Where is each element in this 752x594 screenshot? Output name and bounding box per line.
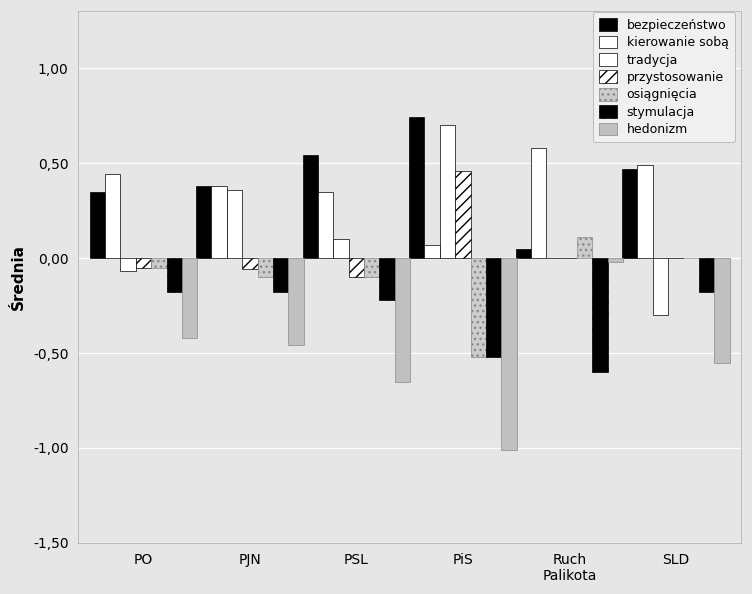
Bar: [516, 248, 531, 258]
Bar: [486, 258, 502, 357]
Bar: [105, 175, 120, 258]
Bar: [471, 258, 486, 357]
Bar: [699, 258, 714, 292]
Bar: [120, 258, 136, 271]
Bar: [302, 156, 318, 258]
Bar: [182, 258, 197, 338]
Bar: [151, 258, 166, 267]
Bar: [714, 258, 729, 362]
Bar: [424, 245, 440, 258]
Bar: [380, 258, 395, 300]
Bar: [136, 258, 151, 267]
Bar: [211, 186, 227, 258]
Bar: [166, 258, 182, 292]
Bar: [273, 258, 288, 292]
Bar: [638, 165, 653, 258]
Bar: [622, 169, 638, 258]
Y-axis label: Średnia: Średnia: [11, 244, 26, 310]
Bar: [89, 191, 105, 258]
Bar: [440, 125, 455, 258]
Bar: [258, 258, 273, 277]
Bar: [593, 258, 608, 372]
Bar: [349, 258, 364, 277]
Bar: [333, 239, 349, 258]
Bar: [577, 237, 593, 258]
Bar: [502, 258, 517, 450]
Bar: [409, 118, 424, 258]
Bar: [196, 186, 211, 258]
Bar: [364, 258, 380, 277]
Legend: bezpieczeństwo, kierowanie sobą, tradycja, przystosowanie, osiągnięcia, stymulac: bezpieczeństwo, kierowanie sobą, tradycj…: [593, 12, 735, 143]
Bar: [318, 191, 333, 258]
Bar: [242, 258, 258, 270]
Bar: [653, 258, 668, 315]
Bar: [227, 189, 242, 258]
Bar: [288, 258, 304, 346]
Bar: [455, 170, 471, 258]
Bar: [531, 148, 546, 258]
Bar: [395, 258, 411, 381]
Bar: [608, 258, 623, 262]
